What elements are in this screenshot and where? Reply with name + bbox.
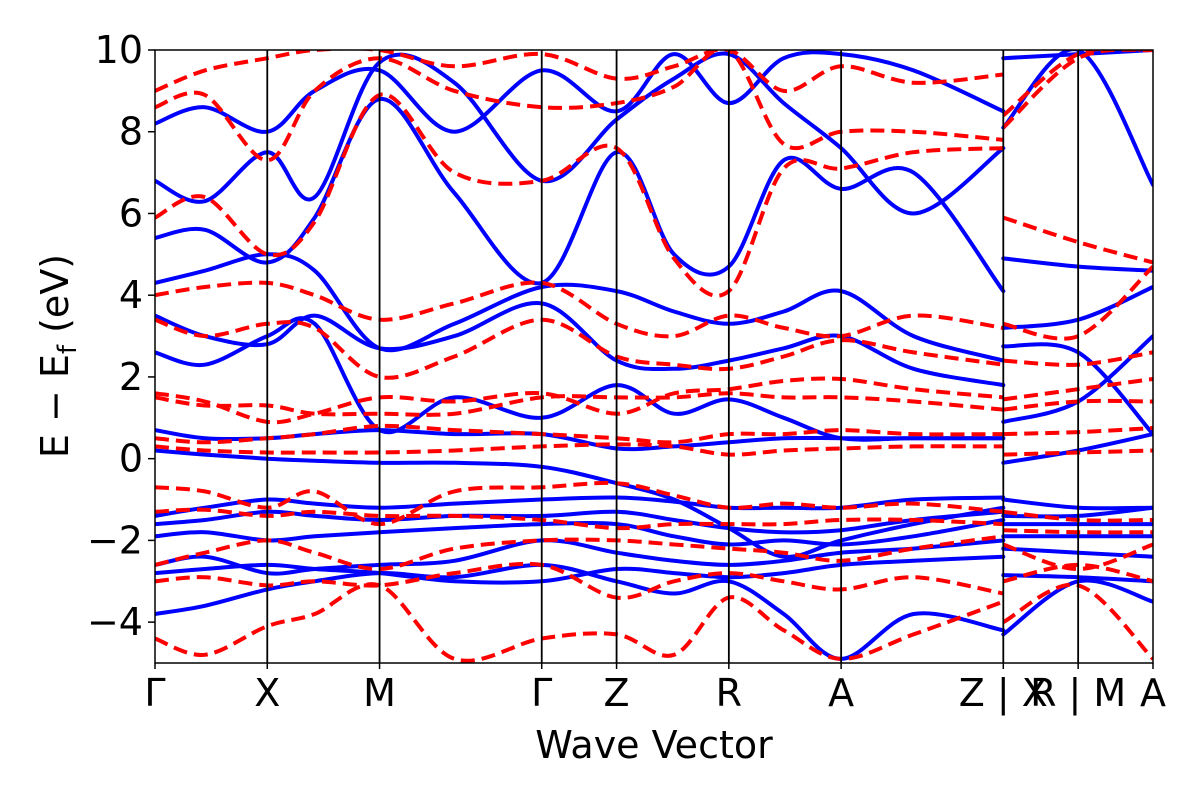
x-tick-label: Z | X	[959, 671, 1048, 716]
x-axis-label: Wave Vector	[535, 723, 773, 767]
series-2-band-12	[155, 92, 1153, 298]
y-axis-label: E − Ef (eV)	[33, 254, 83, 458]
y-tick-label: −4	[87, 600, 143, 644]
y-tick-label: −2	[87, 518, 143, 562]
y-tick-label: 4	[119, 273, 143, 317]
x-tick-label: Γ	[144, 671, 165, 715]
x-tick-label: R	[716, 671, 742, 715]
y-tick-label: 6	[119, 191, 143, 235]
x-tick-label: M	[363, 671, 396, 715]
x-tick-label: R | M	[1030, 671, 1126, 716]
x-tick-label: A	[828, 671, 854, 715]
x-tick-label: A	[1140, 671, 1166, 715]
y-tick-label: 2	[119, 355, 143, 399]
x-tick-label: Γ	[531, 671, 552, 715]
x-axis-ticks: Γ X M Γ Z R A Z | XR | M A	[144, 663, 1166, 716]
y-tick-label: 10	[95, 28, 143, 72]
y-axis-ticks: −4 −2 0 2 4 6 8 10	[87, 28, 155, 644]
x-tick-label: Z	[604, 671, 630, 715]
y-axis-label-sub: f	[53, 344, 83, 354]
y-axis-label-main: E − E	[33, 354, 77, 458]
high-symmetry-lines	[266, 50, 1080, 663]
y-tick-label: 8	[119, 110, 143, 154]
plot-frame	[154, 49, 1154, 664]
x-tick-label: X	[254, 671, 280, 715]
y-axis-label-unit: (eV)	[33, 254, 77, 345]
y-tick-label: 0	[119, 437, 143, 481]
